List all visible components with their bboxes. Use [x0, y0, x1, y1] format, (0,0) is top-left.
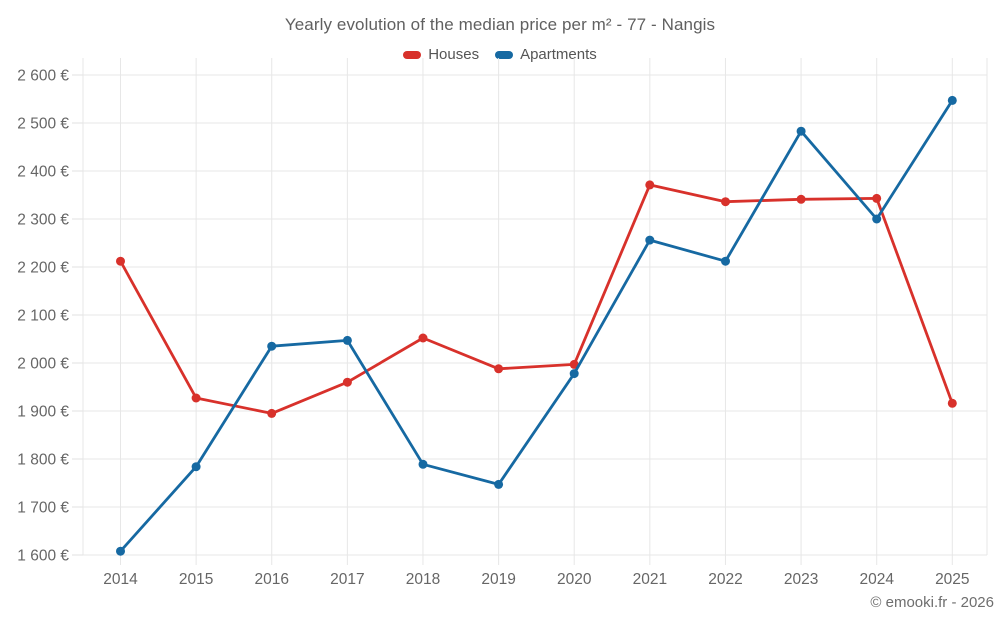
apartments-point-2020[interactable]	[569, 369, 579, 379]
y-axis-tick-label: 2 400 €	[17, 164, 69, 181]
apartments-point-2014[interactable]	[116, 546, 125, 556]
houses-point-2024[interactable]	[872, 193, 882, 203]
x-axis-tick-label: 2019	[481, 571, 515, 588]
apartments-point-2016[interactable]	[267, 341, 277, 351]
legend-marker-houses	[403, 50, 422, 59]
houses-point-2016[interactable]	[267, 408, 277, 418]
x-axis-tick-label: 2016	[254, 571, 288, 588]
apartments-point-2024[interactable]	[872, 214, 882, 224]
y-axis-tick-label: 2 100 €	[17, 308, 69, 325]
x-axis-tick-label: 2024	[859, 571, 894, 588]
chart-title: Yearly evolution of the median price per…	[284, 15, 716, 34]
apartments-point-2021[interactable]	[645, 235, 655, 245]
houses-point-2014[interactable]	[116, 256, 125, 266]
y-axis-tick-label: 2 500 €	[17, 116, 69, 133]
legend-item-houses[interactable]: Houses	[403, 46, 479, 63]
legend-label: Houses	[428, 46, 480, 63]
apartments-line	[119, 99, 954, 553]
houses-line	[119, 183, 954, 415]
x-axis-tick-label: 2023	[784, 571, 818, 588]
apartments-point-2018[interactable]	[418, 459, 428, 469]
x-axis-tick-label: 2014	[103, 571, 138, 588]
apartments-point-2023[interactable]	[796, 126, 806, 136]
x-axis-tick-label: 2020	[557, 571, 592, 588]
attribution-text: © emooki.fr - 2026	[870, 594, 994, 611]
legend-marker-apartments	[495, 50, 514, 59]
apartments-point-2017[interactable]	[342, 335, 352, 345]
houses-point-2019[interactable]	[494, 364, 504, 374]
legend: Houses Apartments	[0, 46, 1000, 63]
apartments-point-2015[interactable]	[191, 462, 201, 472]
houses-point-2025[interactable]	[947, 398, 957, 408]
x-axis-tick-label: 2021	[633, 571, 667, 588]
x-axis-tick-label: 2025	[935, 571, 969, 588]
houses-point-2018[interactable]	[418, 333, 428, 343]
y-axis-tick-label: 1 700 €	[17, 500, 69, 517]
y-axis-tick-label: 2 000 €	[17, 356, 69, 373]
x-axis-tick-label: 2015	[179, 571, 213, 588]
houses-point-2022[interactable]	[721, 197, 730, 207]
apartments-point-2025[interactable]	[947, 95, 957, 105]
houses-point-2023[interactable]	[796, 194, 806, 204]
houses-point-2021[interactable]	[645, 180, 655, 190]
apartments-point-2019[interactable]	[494, 479, 504, 489]
x-axis-tick-label: 2022	[708, 571, 742, 588]
x-axis-tick-label: 2018	[406, 571, 440, 588]
apartments-point-2022[interactable]	[721, 256, 730, 266]
y-axis-tick-label: 1 600 €	[17, 548, 69, 565]
houses-point-2020[interactable]	[569, 359, 579, 369]
legend-item-apartments[interactable]: Apartments	[495, 46, 597, 63]
houses-point-2015[interactable]	[191, 393, 201, 403]
y-axis-tick-label: 2 600 €	[17, 68, 69, 85]
y-axis-tick-label: 2 200 €	[17, 260, 69, 277]
x-axis-tick-label: 2017	[330, 571, 364, 588]
legend-label: Apartments	[520, 46, 597, 63]
y-axis-tick-label: 2 300 €	[17, 212, 69, 229]
y-axis-tick-label: 1 900 €	[17, 404, 69, 421]
y-axis-tick-label: 1 800 €	[17, 452, 69, 469]
houses-point-2017[interactable]	[342, 377, 352, 387]
